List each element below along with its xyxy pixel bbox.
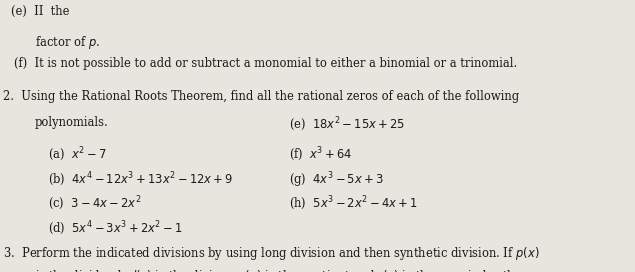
- Text: is the dividend, $d(x)$ is the divisor, $q(x)$ is the quotient and $r(x)$ is the: is the dividend, $d(x)$ is the divisor, …: [35, 268, 530, 272]
- Text: 2.  Using the Rational Roots Theorem, find all the rational zeros of each of the: 2. Using the Rational Roots Theorem, fin…: [3, 90, 519, 103]
- Text: factor of $p$.: factor of $p$.: [35, 34, 100, 51]
- Text: (e)  $18x^2 - 15x + 25$: (e) $18x^2 - 15x + 25$: [289, 116, 405, 133]
- Text: 3.  Perform the indicated divisions by using long division and then synthetic di: 3. Perform the indicated divisions by us…: [3, 245, 540, 262]
- Text: (e)  II  the: (e) II the: [11, 5, 70, 18]
- Text: (g)  $4x^3 - 5x + 3$: (g) $4x^3 - 5x + 3$: [289, 170, 384, 190]
- Text: (c)  $3 - 4x - 2x^2$: (c) $3 - 4x - 2x^2$: [48, 194, 141, 212]
- Text: (f)  It is not possible to add or subtract a monomial to either a binomial or a : (f) It is not possible to add or subtrac…: [14, 57, 518, 70]
- Text: (a)  $x^2 - 7$: (a) $x^2 - 7$: [48, 146, 106, 163]
- Text: (b)  $4x^4 - 12x^3 + 13x^2 - 12x + 9$: (b) $4x^4 - 12x^3 + 13x^2 - 12x + 9$: [48, 170, 233, 188]
- Text: polynomials.: polynomials.: [35, 116, 109, 129]
- Text: (f)  $x^3 + 64$: (f) $x^3 + 64$: [289, 146, 352, 163]
- Text: (h)  $5x^3 - 2x^2 - 4x + 1$: (h) $5x^3 - 2x^2 - 4x + 1$: [289, 194, 418, 212]
- Text: (d)  $5x^4 - 3x^3 + 2x^2 - 1$: (d) $5x^4 - 3x^3 + 2x^2 - 1$: [48, 219, 182, 237]
